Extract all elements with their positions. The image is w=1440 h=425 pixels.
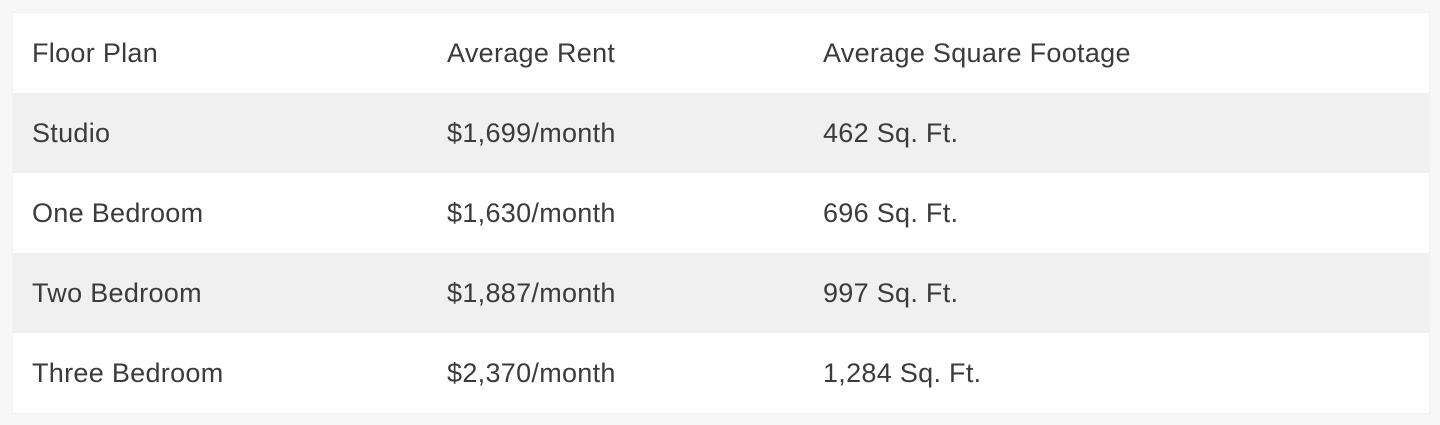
column-header-floor-plan: Floor Plan [32, 37, 159, 68]
column-header-average-rent: Average Rent [447, 37, 616, 68]
table-row-one-bedroom: One Bedroom $1,630/month 696 Sq. Ft. [13, 173, 1429, 253]
cell-square-footage: 462 Sq. Ft. [822, 117, 959, 148]
cell-average-rent: $1,699/month [447, 117, 616, 148]
cell-floor-plan: Two Bedroom [32, 277, 202, 308]
cell-floor-plan: One Bedroom [32, 197, 204, 228]
column-header-average-square-footage: Average Square Footage [822, 37, 1131, 68]
table-row-studio: Studio $1,699/month 462 Sq. Ft. [13, 93, 1429, 173]
cell-square-footage: 1,284 Sq. Ft. [822, 357, 982, 388]
table-header-row: Floor Plan Average Rent Average Square F… [13, 13, 1429, 93]
cell-average-rent: $1,887/month [447, 277, 616, 308]
cell-average-rent: $2,370/month [447, 357, 616, 388]
cell-floor-plan: Studio [32, 117, 111, 148]
cell-floor-plan: Three Bedroom [32, 357, 224, 388]
floor-plan-pricing-table: Floor Plan Average Rent Average Square F… [13, 13, 1429, 413]
pricing-table: Floor Plan Average Rent Average Square F… [13, 13, 1429, 413]
cell-square-footage: 997 Sq. Ft. [822, 277, 959, 308]
table-row-two-bedroom: Two Bedroom $1,887/month 997 Sq. Ft. [13, 253, 1429, 333]
cell-square-footage: 696 Sq. Ft. [822, 197, 959, 228]
cell-average-rent: $1,630/month [447, 197, 616, 228]
table-row-three-bedroom: Three Bedroom $2,370/month 1,284 Sq. Ft. [13, 333, 1429, 413]
